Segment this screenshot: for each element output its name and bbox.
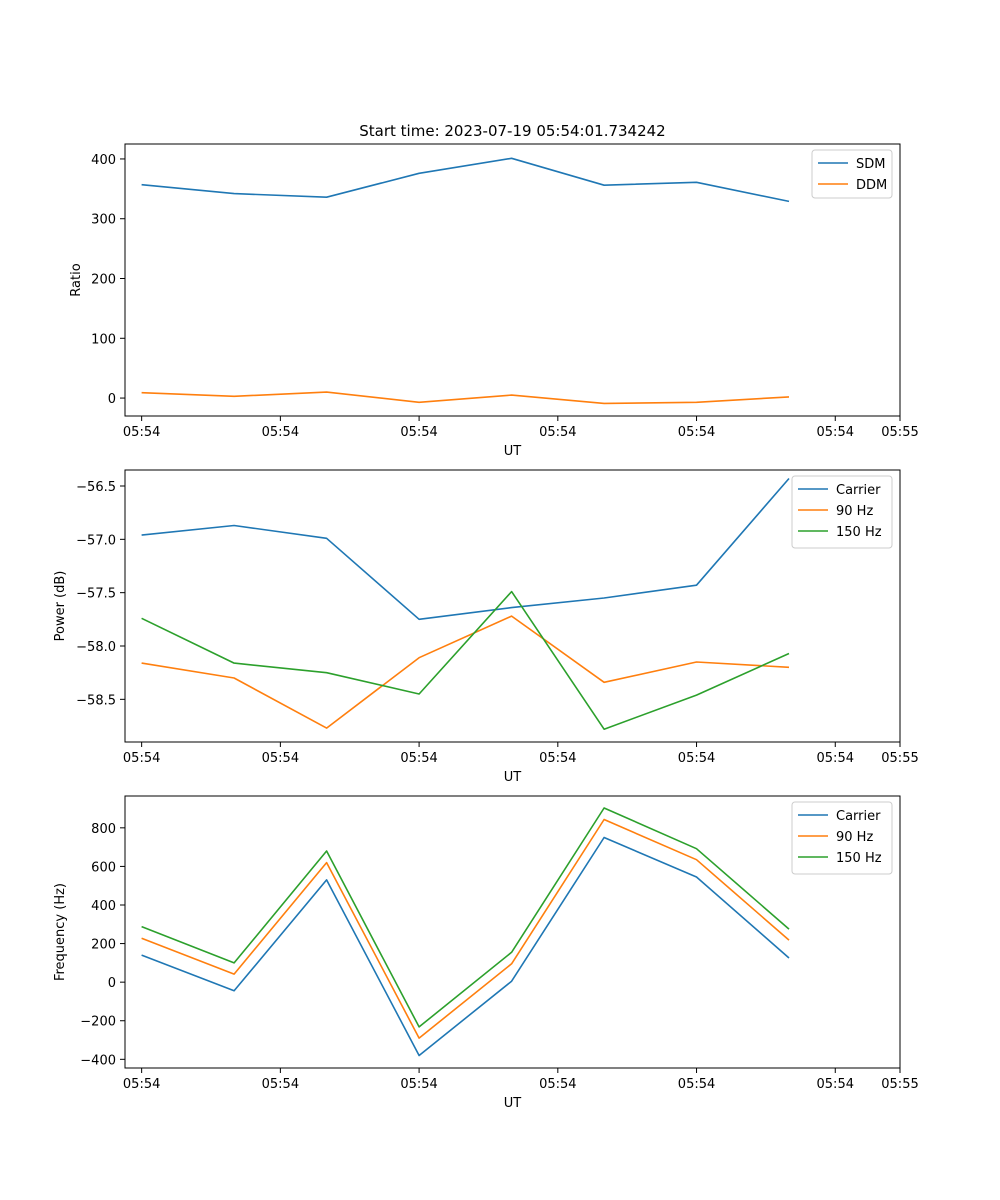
y-tick-label: 400	[91, 153, 116, 168]
ratio-panel: 05:54 05:54 05:54 05:54 05:54 05:54 05:55 0 100 2…	[69, 143, 919, 459]
frequency-panel: 05:54 05:54 05:54 05:54 05:54 05:54 05:55 800 60…	[53, 795, 919, 1111]
y-tick-label: 400	[91, 899, 116, 914]
x-tick-label: 05:54	[678, 751, 715, 766]
legend-label: 150 Hz	[836, 525, 882, 540]
plot-frame	[124, 795, 901, 1069]
x-tick-label: 05:54	[817, 425, 854, 440]
x-tick-label: 05:55	[881, 751, 918, 766]
x-tick-label: 05:54	[262, 1077, 299, 1092]
power-panel: 05:54 05:54 05:54 05:54 05:54 05:54 05:55 −56.5…	[53, 469, 919, 785]
y-tick-label: 600	[91, 860, 116, 875]
x-tick-label: 05:54	[123, 751, 160, 766]
x-axis-label: UT	[504, 444, 522, 459]
x-tick-label: 05:54	[400, 1077, 437, 1092]
legend-label: Carrier	[836, 483, 881, 498]
chart-title: Start time: 2023-07-19 05:54:01.734242	[359, 122, 665, 140]
plot-frame	[124, 469, 901, 743]
y-tick-label: −57.5	[76, 587, 116, 602]
series-line-carrier	[141, 477, 790, 621]
legend-label: 90 Hz	[836, 830, 873, 845]
legend-label: Carrier	[836, 809, 881, 824]
y-tick-label: −57.0	[76, 533, 116, 548]
x-tick-label: 05:54	[678, 1077, 715, 1092]
legend: SDM DDM	[811, 149, 893, 199]
x-tick-label: 05:54	[539, 751, 576, 766]
legend: Carrier 90 Hz 150 Hz	[791, 475, 893, 549]
y-tick-label: −56.5	[76, 480, 116, 495]
y-tick-label: −58.5	[76, 693, 116, 708]
x-tick-label: 05:54	[400, 751, 437, 766]
legend: Carrier 90 Hz 150 Hz	[791, 801, 893, 875]
plot-frame	[124, 143, 901, 417]
x-axis-label: UT	[504, 770, 522, 785]
y-tick-label: 0	[108, 976, 116, 991]
y-axis-label: Ratio	[69, 263, 84, 296]
series-line-sdm	[141, 157, 790, 203]
x-tick-label: 05:54	[817, 751, 854, 766]
series-line-ddm	[141, 391, 790, 405]
series-line-90-hz	[141, 615, 790, 729]
legend-box	[791, 801, 893, 875]
y-tick-label: 200	[91, 938, 116, 953]
x-tick-label: 05:55	[881, 425, 918, 440]
y-tick-label: 100	[91, 332, 116, 347]
y-tick-label: 300	[91, 213, 116, 228]
series-line-150-hz	[141, 590, 790, 731]
x-tick-label: 05:54	[262, 425, 299, 440]
y-tick-label: −58.0	[76, 640, 116, 655]
y-axis-label: Power (dB)	[53, 571, 68, 642]
series-line-90-hz	[141, 818, 790, 1039]
x-tick-label: 05:54	[678, 425, 715, 440]
legend-label: DDM	[856, 178, 887, 193]
x-tick-label: 05:54	[539, 425, 576, 440]
x-tick-label: 05:55	[881, 1077, 918, 1092]
x-tick-label: 05:54	[123, 425, 160, 440]
y-tick-label: 800	[91, 822, 116, 837]
y-tick-label: −200	[80, 1015, 116, 1030]
legend-box	[791, 475, 893, 549]
series-line-150-hz	[141, 807, 790, 1028]
y-tick-label: 200	[91, 273, 116, 288]
series-line-carrier	[141, 836, 790, 1057]
x-tick-label: 05:54	[539, 1077, 576, 1092]
y-axis-label: Frequency (Hz)	[53, 883, 68, 981]
x-tick-label: 05:54	[123, 1077, 160, 1092]
y-tick-label: 0	[108, 392, 116, 407]
legend-label: 150 Hz	[836, 851, 882, 866]
legend-label: SDM	[856, 157, 885, 172]
x-tick-label: 05:54	[262, 751, 299, 766]
x-axis-label: UT	[504, 1096, 522, 1111]
x-tick-label: 05:54	[817, 1077, 854, 1092]
legend-label: 90 Hz	[836, 504, 873, 519]
x-tick-label: 05:54	[400, 425, 437, 440]
y-tick-label: −400	[80, 1053, 116, 1068]
legend-box	[811, 149, 893, 199]
